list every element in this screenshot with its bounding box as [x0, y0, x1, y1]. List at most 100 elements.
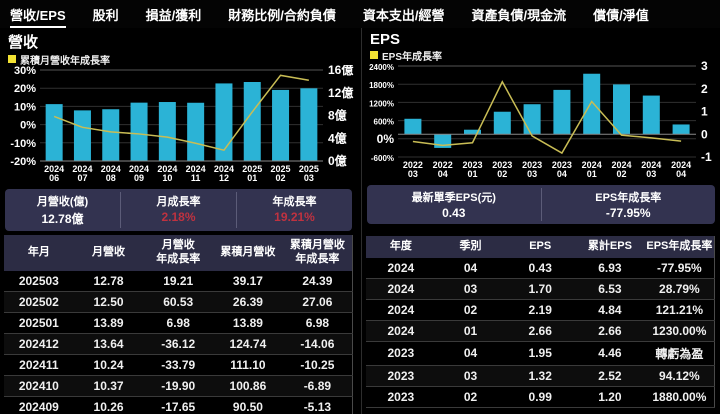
eps-bar: [493, 111, 511, 135]
revenue-bar: [187, 102, 205, 161]
left-axis-tick-label: -20%: [10, 156, 36, 168]
summary-mom-growth: 月成長率 2.18%: [120, 192, 236, 228]
left-axis-tick-label: 0%: [20, 120, 36, 132]
category-label: 2024: [44, 164, 64, 174]
eps-bar: [613, 84, 630, 135]
category-label: 07: [77, 173, 87, 183]
category-label: 03: [408, 169, 418, 179]
summary-value: 19.21%: [274, 210, 315, 224]
table-cell: 1880.00%: [644, 386, 715, 408]
tab-debt-net-worth[interactable]: 償債/淨值: [593, 1, 649, 28]
top-nav: 營收/EPS 股利 損益/獲利 財務比例/合約負債 資本支出/經營 資產負債/現金流 償債/…: [0, 0, 720, 28]
table-cell: 19.21: [143, 270, 214, 292]
category-label: 2024: [157, 164, 177, 174]
tab-revenue-eps[interactable]: 營收/EPS: [10, 1, 66, 28]
column-header: 年月: [4, 235, 74, 271]
revenue-chart-legend: 累積月營收年成長率: [8, 53, 357, 67]
left-axis-tick-label: 0%: [377, 132, 395, 146]
revenue-bar: [272, 89, 290, 161]
category-label: 02: [616, 169, 626, 179]
eps-chart-legend: EPS年成長率: [370, 49, 720, 63]
category-label: 2024: [214, 164, 234, 174]
table-cell: 24.39: [282, 270, 353, 292]
table-cell: 202501: [4, 312, 74, 334]
tab-financial-ratio-contract-liability[interactable]: 財務比例/合約負債: [228, 1, 336, 28]
table-cell: 12.50: [73, 291, 144, 313]
legend-swatch-icon: [370, 51, 378, 59]
table-row: 2024 04 0.43 6.93 -77.95%: [366, 257, 715, 279]
panel-divider: [357, 28, 362, 414]
category-label: 2022: [403, 160, 423, 170]
right-axis-tick-label: 0: [701, 127, 708, 141]
table-cell: 13.64: [73, 333, 144, 355]
tab-capex-operating[interactable]: 資本支出/經營: [363, 1, 445, 28]
table-cell: 2.52: [575, 365, 645, 387]
column-header: 累計EPS: [575, 236, 645, 258]
table-cell: 6.98: [282, 312, 353, 334]
category-label: 03: [646, 169, 656, 179]
table-cell: 1.20: [575, 386, 645, 408]
column-header: EPS: [505, 236, 576, 258]
table-cell: 12.78: [73, 270, 144, 292]
table-cell: 2.19: [505, 299, 576, 321]
category-label: 2023: [492, 160, 512, 170]
table-cell: 202502: [4, 291, 74, 313]
table-cell: 04: [435, 341, 506, 366]
table-cell: 2023: [366, 365, 436, 387]
category-label: 11: [191, 173, 201, 183]
left-axis-tick-label: -600%: [371, 154, 394, 163]
category-label: 09: [134, 173, 144, 183]
revenue-bar: [300, 88, 318, 161]
category-label: 2024: [129, 164, 149, 174]
summary-monthly-revenue: 月營收(億) 12.78億: [5, 192, 120, 228]
category-label: 2023: [552, 160, 572, 170]
table-cell: 60.53: [143, 291, 214, 313]
table-row: 202411 10.24 -33.79 111.10 -10.25: [4, 354, 353, 376]
column-header: 月營收: [73, 235, 144, 271]
category-label: 03: [304, 173, 314, 183]
table-row: 2023 02 0.99 1.20 1880.00%: [366, 386, 715, 408]
table-cell: 13.89: [213, 312, 283, 334]
category-label: 01: [247, 173, 257, 183]
revenue-bar: [243, 82, 261, 161]
revenue-bar: [130, 102, 148, 161]
table-cell: 4.46: [575, 341, 645, 366]
table-header-row: 年度 季別 EPS 累計EPS EPS年成長率: [366, 236, 715, 258]
table-cell: 10.37: [73, 375, 144, 397]
category-label: 02: [276, 173, 286, 183]
table-cell: 1.32: [505, 365, 576, 387]
table-cell: 1230.00%: [644, 320, 715, 342]
legend-swatch-icon: [8, 55, 16, 63]
table-cell: 轉虧為盈: [644, 341, 715, 366]
right-axis-tick-label: -1: [701, 150, 712, 164]
table-cell: 100.86: [213, 375, 283, 397]
table-row: 202410 10.37 -19.90 100.86 -6.89: [4, 375, 353, 397]
table-cell: 10.26: [73, 396, 144, 414]
tab-income-profit[interactable]: 損益/獲利: [146, 1, 202, 28]
table-cell: 6.53: [575, 278, 645, 300]
right-axis-tick-label: 2: [701, 82, 708, 96]
table-cell: 121.21%: [644, 299, 715, 321]
table-cell: 26.39: [213, 291, 283, 313]
table-cell: -6.89: [282, 375, 353, 397]
table-cell: 202410: [4, 375, 74, 397]
legend-label: EPS年成長率: [382, 51, 443, 63]
tab-balance-sheet-cashflow[interactable]: 資產負債/現金流: [472, 1, 567, 28]
right-axis-tick-label: 12億: [328, 85, 353, 100]
table-cell: 02: [435, 299, 506, 321]
category-label: 01: [587, 169, 597, 179]
left-axis-tick-label: 600%: [374, 118, 394, 127]
table-cell: 1.95: [505, 341, 576, 366]
tab-dividend[interactable]: 股利: [93, 1, 119, 28]
category-label: 2024: [72, 164, 92, 174]
table-cell: 2024: [366, 278, 436, 300]
category-label: 2025: [299, 164, 319, 174]
category-label: 2024: [582, 160, 602, 170]
summary-label: 年成長率: [272, 196, 317, 208]
table-cell: 13.89: [73, 312, 144, 334]
table-cell: 0.99: [505, 386, 576, 408]
eps-panel: EPS EPS年成長率 2400% 1800% 1200% 600% 0% -600% 3 2…: [362, 28, 720, 414]
table-row: 2024 01 2.66 2.66 1230.00%: [366, 320, 715, 342]
table-cell: 02: [435, 386, 506, 408]
table-cell: 94.12%: [644, 365, 715, 387]
